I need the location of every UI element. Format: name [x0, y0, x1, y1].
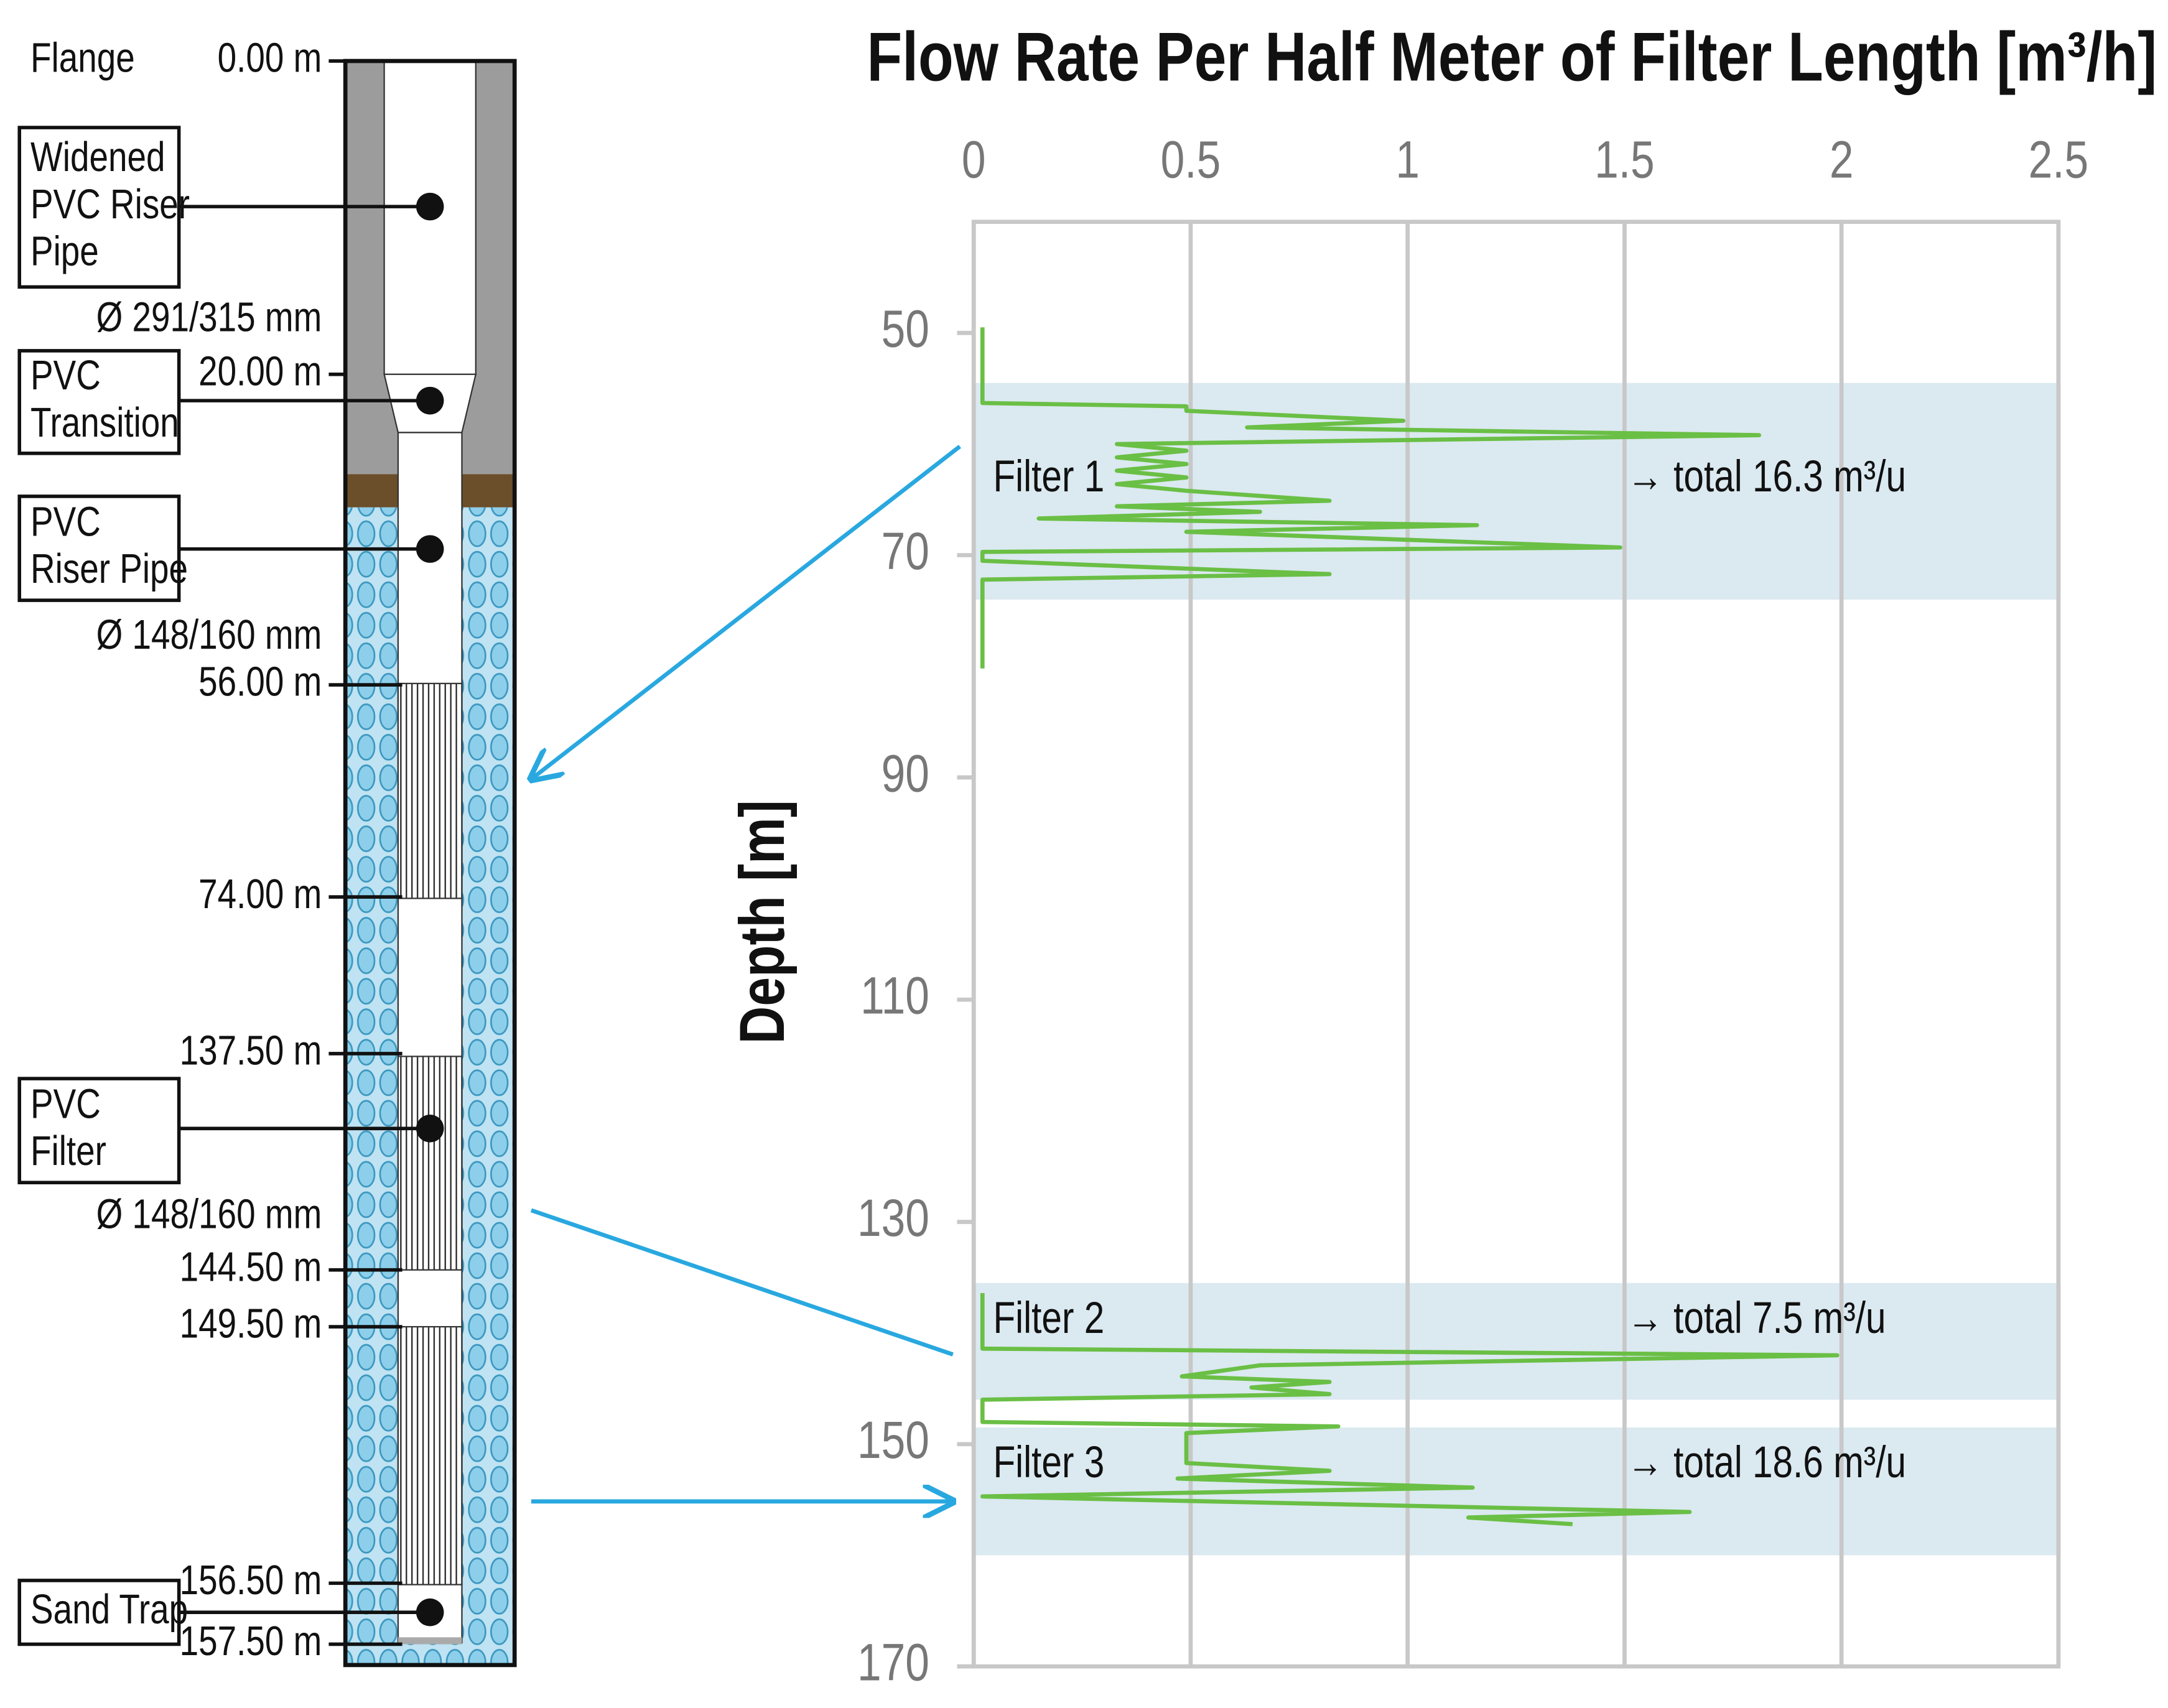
component-label: Riser Pipe	[30, 545, 188, 592]
x-tick-label: 0	[962, 131, 986, 189]
component-label: PVC Riser	[30, 181, 190, 227]
y-tick-label: 90	[882, 745, 929, 803]
y-axis-label: Depth [m]	[726, 800, 798, 1044]
y-tick-label: 130	[857, 1189, 929, 1247]
y-tick-label: 150	[857, 1411, 929, 1470]
component-box	[17, 1579, 181, 1646]
component-label: Filter	[30, 1128, 106, 1174]
x-tick-label: 0.5	[1161, 131, 1221, 189]
leader-dot	[416, 1115, 444, 1143]
y-tick-label: 70	[882, 522, 929, 581]
depth-label: 20.00 m	[198, 348, 322, 394]
depth-label: 0.00 m	[218, 35, 322, 81]
filter-band	[974, 383, 2059, 600]
annotation-total: → total 16.3 m³/u	[1627, 452, 1906, 501]
diameter-label: Ø 291/315 mm	[96, 294, 322, 340]
depth-label: 149.50 m	[180, 1301, 322, 1347]
plot-frame	[971, 220, 2061, 1669]
annotation-label: Filter 3	[993, 1437, 1104, 1487]
diameter-label: Ø 148/160 mm	[96, 1190, 322, 1237]
y-tick-label: 170	[857, 1633, 929, 1692]
link-arrows	[531, 445, 960, 1501]
depth-label: 137.50 m	[180, 1027, 322, 1073]
component-box	[17, 1077, 181, 1185]
depth-label: 157.50 m	[180, 1618, 322, 1664]
component-box	[17, 349, 181, 455]
leader-dot	[416, 386, 444, 415]
text-layer: Flange 0.00 m 20.00 m 56.00 m 74.00 m 137.50 …	[30, 35, 2088, 1692]
component-label: Pipe	[30, 228, 99, 274]
annotation-label: Filter 2	[993, 1293, 1104, 1342]
well-diagram	[343, 58, 960, 1668]
filter-section	[397, 682, 463, 899]
leader-dot	[416, 192, 444, 221]
filter-section	[397, 1056, 463, 1271]
annotation-label: Filter 1	[993, 452, 1104, 501]
filter-band	[974, 1283, 2059, 1400]
component-label: Transition	[30, 399, 179, 445]
leader-dot	[416, 535, 444, 563]
chart	[957, 220, 2061, 1669]
component-label: Sand Trap	[30, 1586, 188, 1632]
x-tick-label: 2	[1830, 131, 1854, 189]
y-tick-label: 50	[882, 300, 929, 358]
component-label: Widened	[30, 134, 165, 180]
diameter-label: Ø 148/160 mm	[96, 611, 322, 657]
annotation-total: → total 7.5 m³/u	[1627, 1293, 1886, 1342]
filter-section	[397, 1325, 463, 1585]
y-tick-label: 110	[860, 967, 929, 1025]
widened-pipe	[383, 60, 477, 375]
x-tick-label: 1.5	[1594, 131, 1655, 189]
component-label: PVC	[30, 1080, 101, 1126]
flow-line	[980, 327, 1840, 1526]
component-label: PVC	[30, 352, 101, 398]
flange-label: Flange	[30, 35, 135, 81]
depth-label: 56.00 m	[198, 659, 322, 705]
x-tick-label: 1	[1395, 131, 1420, 189]
x-tick-label: 2.5	[2029, 131, 2089, 189]
depth-label: 74.00 m	[198, 871, 322, 917]
annotation-total: → total 18.6 m³/u	[1627, 1437, 1906, 1487]
component-label: PVC	[30, 498, 101, 544]
chart-title: Flow Rate Per Half Meter of Filter Lengt…	[867, 18, 2157, 96]
sand-trap-bottom	[398, 1637, 462, 1645]
leader-dot	[416, 1598, 444, 1627]
depth-label: 156.50 m	[180, 1557, 322, 1603]
depth-label: 144.50 m	[180, 1243, 322, 1289]
